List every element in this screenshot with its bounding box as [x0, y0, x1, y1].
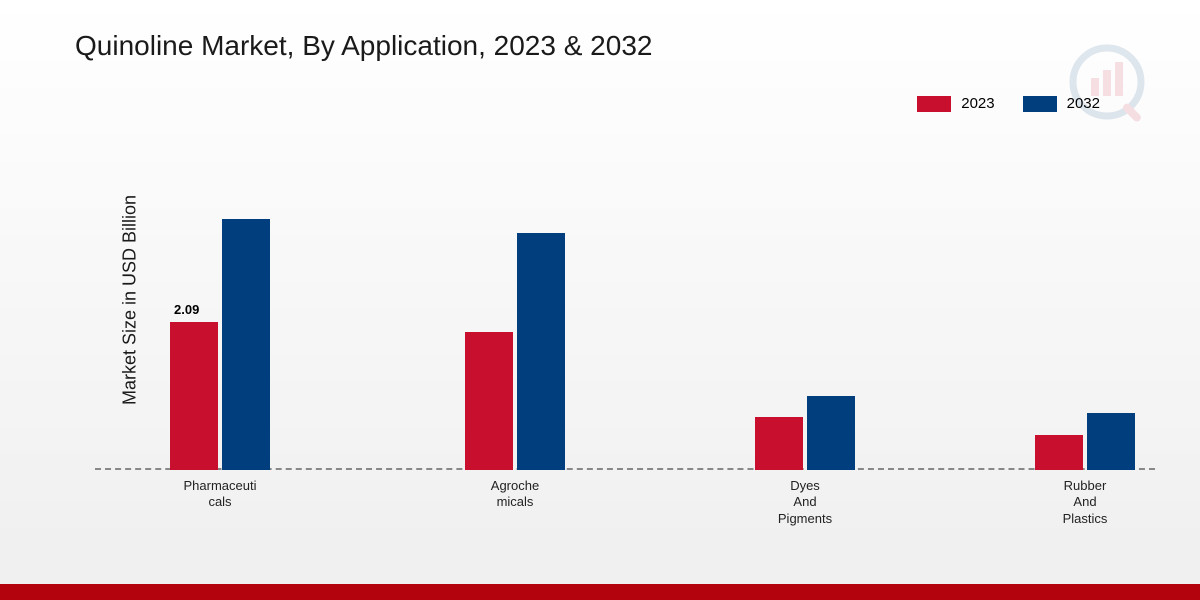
bar: [465, 332, 513, 470]
x-tick-label: Dyes And Pigments: [735, 478, 875, 527]
bar-group: [1035, 413, 1135, 470]
bar-group: [465, 233, 565, 470]
legend-swatch-2023: [917, 96, 951, 112]
x-tick-label: Rubber And Plastics: [1015, 478, 1155, 527]
legend: 2023 2032: [917, 95, 1100, 112]
bar-group: [755, 396, 855, 470]
bar: [1087, 413, 1135, 470]
x-tick-label: Agroche micals: [445, 478, 585, 511]
plot-area: 2.09: [95, 130, 1155, 470]
bar: 2.09: [170, 322, 218, 470]
bar: [807, 396, 855, 470]
legend-label-2023: 2023: [961, 95, 994, 112]
legend-swatch-2032: [1023, 96, 1057, 112]
bar: [222, 219, 270, 470]
legend-label-2032: 2032: [1067, 95, 1100, 112]
x-tick-label: Pharmaceuti cals: [150, 478, 290, 511]
bar-group: 2.09: [170, 219, 270, 470]
bar: [517, 233, 565, 470]
bar: [755, 417, 803, 470]
legend-item-2023: 2023: [917, 95, 994, 112]
x-axis-labels: Pharmaceuti cals Agroche micals Dyes And P…: [95, 478, 1155, 538]
legend-item-2032: 2032: [1023, 95, 1100, 112]
bar: [1035, 435, 1083, 470]
footer-bar: [0, 584, 1200, 600]
chart-title: Quinoline Market, By Application, 2023 &…: [75, 30, 652, 62]
bar-value-label: 2.09: [174, 302, 199, 317]
watermark-logo: [1065, 40, 1155, 135]
